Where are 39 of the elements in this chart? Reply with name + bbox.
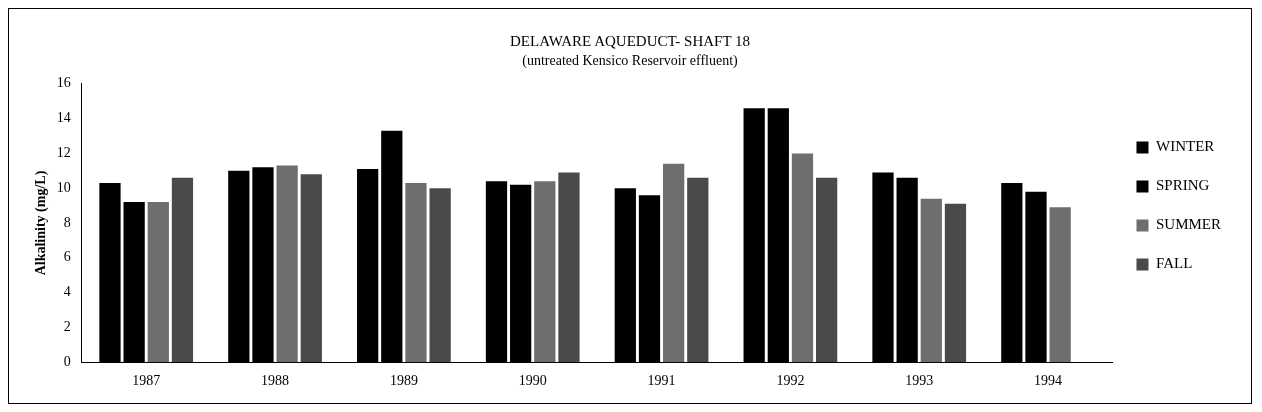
bar — [171, 177, 194, 363]
bar — [534, 181, 556, 363]
y-tick-label: 10 — [56, 179, 71, 195]
bar — [558, 172, 580, 363]
legend-label: WINTER — [1155, 138, 1215, 155]
x-tick-label: 1988 — [261, 373, 290, 389]
y-tick-label: 14 — [56, 110, 71, 126]
y-tick-label: 12 — [56, 145, 71, 161]
chart-subtitle: (untreated Kensico Reservoir effluent) — [522, 53, 739, 70]
y-tick-label: 2 — [63, 319, 71, 335]
bar — [1049, 207, 1071, 363]
bar — [816, 177, 838, 363]
bar — [405, 182, 427, 363]
legend-label: SUMMER — [1155, 216, 1222, 233]
bar — [944, 203, 967, 363]
y-tick-label: 6 — [63, 249, 71, 265]
bar — [920, 198, 942, 363]
x-tick-label: 1991 — [647, 373, 676, 389]
bar — [663, 163, 685, 363]
y-axis-title: Alkalinity (mg/L) — [33, 170, 50, 276]
bar — [300, 174, 322, 363]
bar — [687, 177, 709, 363]
bar — [147, 202, 169, 363]
x-tick-label: 1992 — [776, 373, 805, 389]
x-tick-label: 1990 — [518, 373, 547, 389]
bar — [791, 153, 814, 363]
legend-label: SPRING — [1155, 177, 1210, 194]
y-tick-label: 4 — [63, 284, 71, 300]
x-tick-label: 1989 — [389, 373, 418, 389]
y-tick-label: 8 — [63, 214, 71, 230]
chart-title: DELAWARE AQUEDUCT- SHAFT 18 — [509, 32, 751, 49]
x-tick-label: 1987 — [132, 373, 161, 389]
y-tick-label: 16 — [56, 75, 71, 91]
y-tick-label: 0 — [63, 353, 71, 369]
bar — [429, 188, 451, 363]
legend-label: FALL — [1155, 255, 1193, 272]
x-tick-label: 1993 — [905, 373, 934, 389]
bar — [276, 165, 298, 363]
x-tick-label: 1994 — [1034, 373, 1063, 389]
